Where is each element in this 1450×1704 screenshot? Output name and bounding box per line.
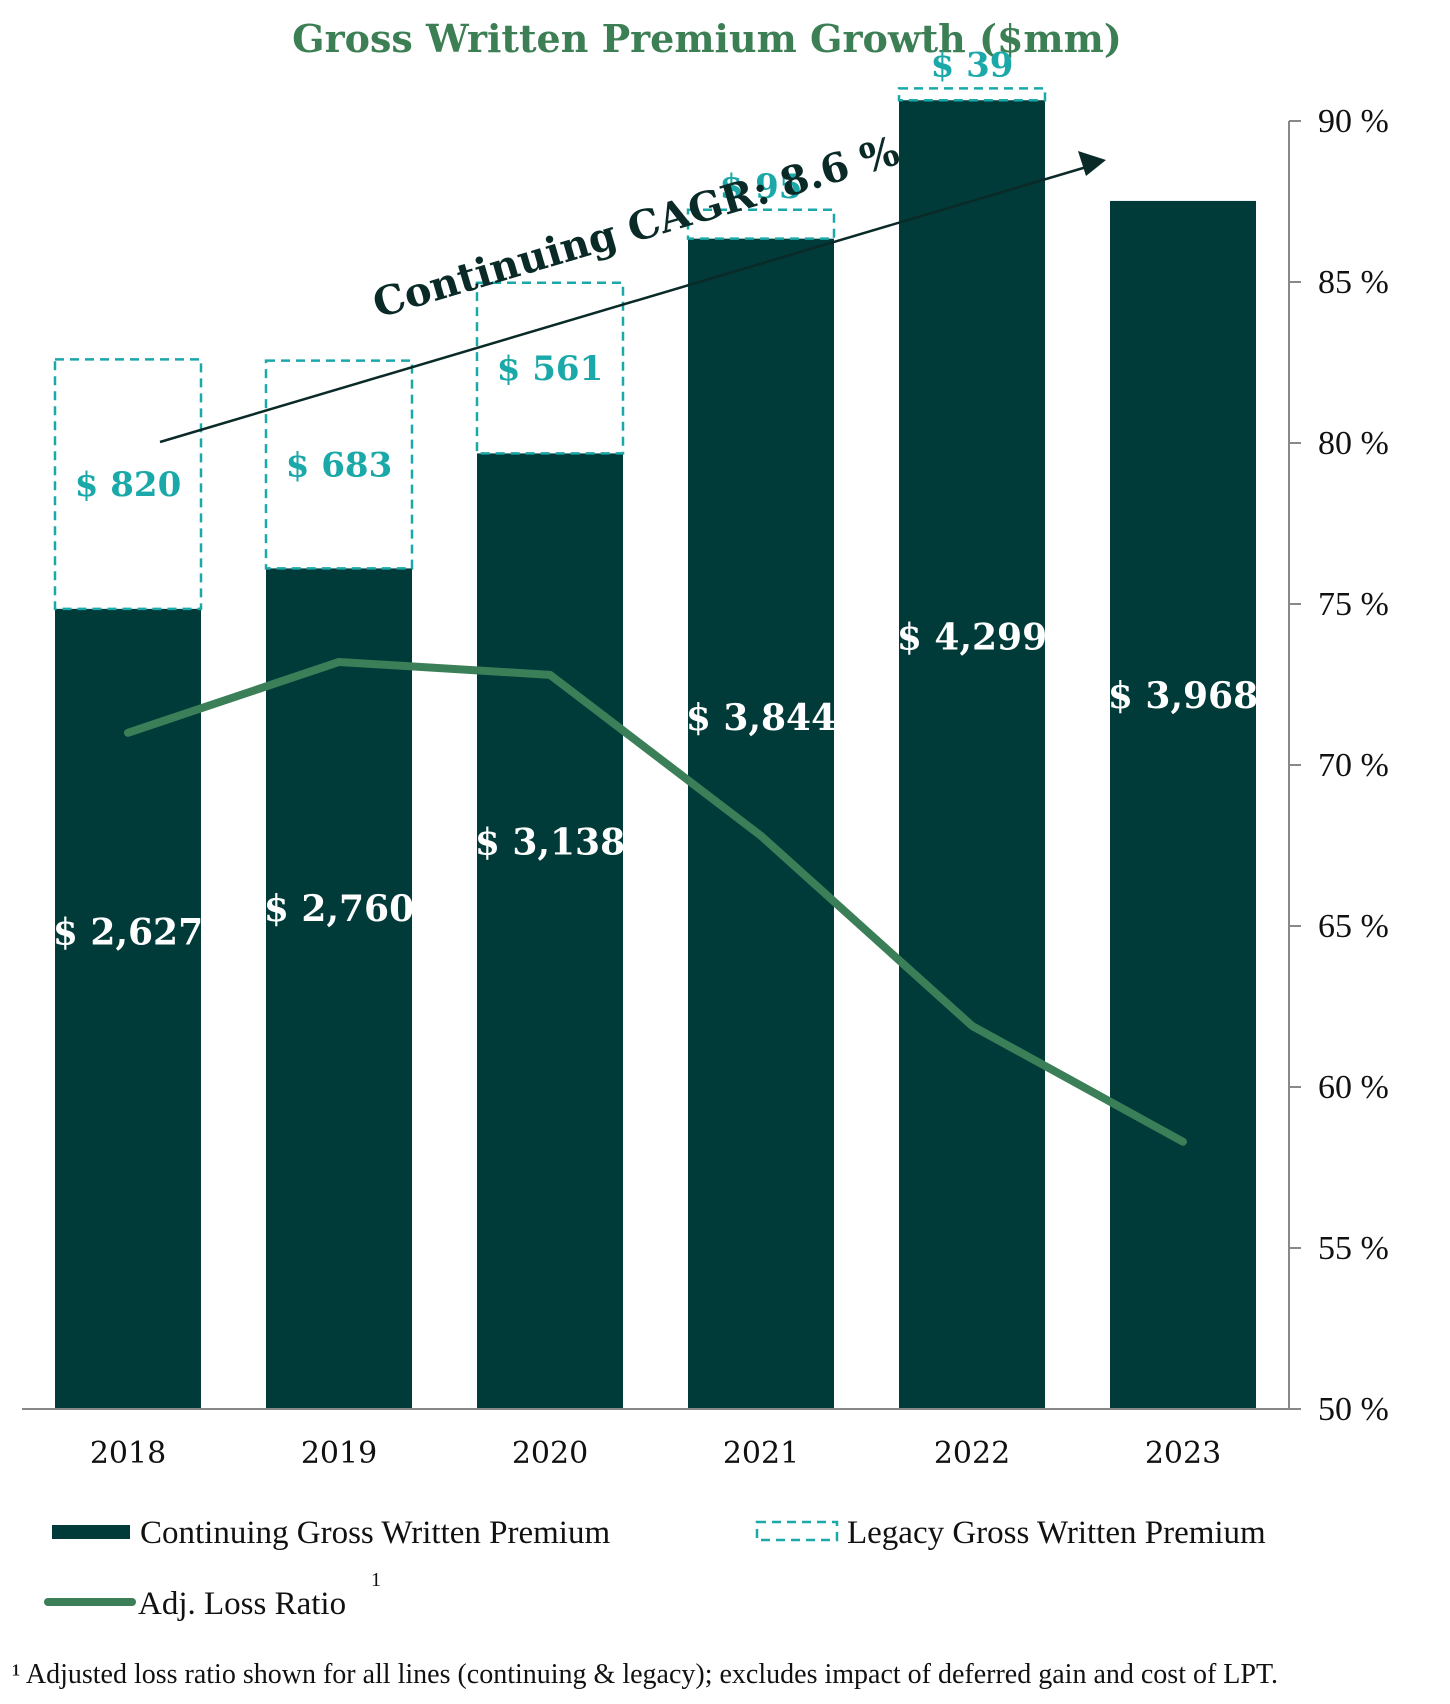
bar-continuing-2023 [1110,200,1256,1408]
bar-legacy-2019 [264,359,414,570]
bar-legacy-2018 [53,358,203,611]
bar-continuing-2018 [55,608,201,1408]
legend-label-continuing: Continuing Gross Written Premium [140,1515,610,1551]
axes-layer: 90 % 85 % 80 % 75 % 70 % 65 % 60 % 55 % 50 % [22,103,1389,1428]
x-tick-2020: 2020 [512,1436,588,1471]
y2-tick-label-85: 85 % [1318,264,1389,301]
cagr-arrowhead-icon [1078,151,1106,176]
y2-tick-label-90: 90 % [1318,103,1389,140]
chart-title: Gross Written Premium Growth ($mm) [292,16,1122,61]
legacy-value-label-2020: $ 561 [497,349,603,389]
legacy-value-label-2019: $ 683 [286,446,392,486]
continuing-value-label-2019: $ 2,760 [264,888,414,930]
legacy-value-label-2022: $ 39 [931,45,1014,85]
cagr-arrow-line [159,161,1101,444]
x-tick-2018: 2018 [90,1436,166,1471]
bar-continuing-2020 [477,453,623,1408]
bars-layer [55,100,1256,1409]
x-tick-2019: 2019 [301,1436,377,1471]
legend-superscript: 1 [371,1569,381,1591]
y2-tick-label-80: 80 % [1318,425,1389,462]
bar-continuing-2021 [688,238,834,1409]
legend-swatch-continuing [52,1525,130,1539]
legend: Continuing Gross Written Premium Legacy … [44,1515,1266,1622]
loss-ratio-layer [124,657,1187,1146]
legend-label-loss-ratio: Adj. Loss Ratio [138,1586,346,1622]
bar-legacy-2022 [897,87,1047,102]
footnote: ¹ Adjusted loss ratio shown for all line… [12,1659,1278,1690]
bar-legacy-2021 [686,208,836,240]
bar-continuing-2022 [899,100,1045,1409]
legacy-value-label-2018: $ 820 [75,465,181,505]
x-tick-2022: 2022 [934,1436,1010,1471]
continuing-value-label-2023: $ 3,968 [1108,675,1258,717]
bar-continuing-2019 [266,568,412,1408]
y2-tick-label-75: 75 % [1318,586,1389,623]
labels-layer: $ 820 $ 2,627 2018 $ 683 $ 2,760 2019 $ 561 $ 3… [53,45,1258,1471]
y2-tick-label-70: 70 % [1318,747,1389,784]
legacy-layer [53,87,1047,611]
continuing-value-label-2018: $ 2,627 [53,912,203,954]
loss-ratio-line [124,657,1187,1146]
continuing-value-label-2020: $ 3,138 [475,821,625,863]
legend-swatch-legacy [755,1520,839,1542]
legend-label-legacy: Legacy Gross Written Premium [847,1515,1266,1551]
y2-tick-label-50: 50 % [1318,1391,1389,1428]
legacy-value-label-2021: $ 95 [720,167,803,207]
y2-tick-label-55: 55 % [1318,1230,1389,1267]
x-tick-2021: 2021 [723,1436,799,1471]
continuing-value-label-2021: $ 3,844 [686,697,836,739]
bar-legacy-2020 [475,281,625,455]
y2-tick-label-60: 60 % [1318,1069,1389,1106]
x-tick-2023: 2023 [1145,1436,1221,1471]
continuing-value-label-2022: $ 4,299 [897,617,1047,659]
y2-tick-label-65: 65 % [1318,908,1389,945]
